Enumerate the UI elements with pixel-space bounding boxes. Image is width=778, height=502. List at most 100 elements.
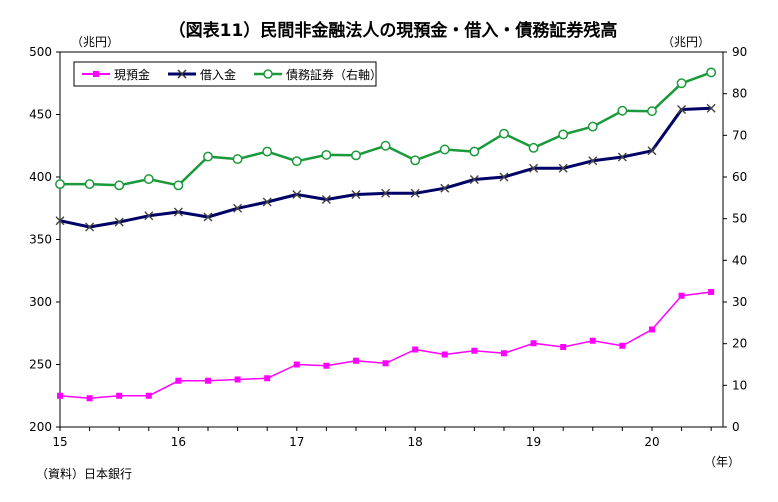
legend-marker-saimu xyxy=(263,69,273,79)
left-axis-unit: （兆円） xyxy=(71,35,119,49)
data-point-saimu xyxy=(143,174,154,185)
data-point-genyokin xyxy=(57,392,63,399)
legend-marker-genyokin xyxy=(93,71,99,77)
right-tick-label: 60 xyxy=(732,170,747,184)
x-tick-label: 20 xyxy=(644,435,659,449)
chart-title: （図表11）民間非金融法人の現預金・借入・債務証券残高 xyxy=(169,20,618,41)
right-tick-label: 80 xyxy=(732,87,747,101)
data-point-genyokin xyxy=(471,347,478,354)
data-point-saimu xyxy=(291,156,302,167)
right-axis: 0 10 20 30 40 50 60 70 80 90 xyxy=(723,45,747,434)
data-point-genyokin xyxy=(382,360,389,367)
data-point-saimu xyxy=(469,146,480,157)
data-point-saimu xyxy=(114,180,125,191)
source-note: （資料）日本銀行 xyxy=(36,467,132,481)
data-point-saimu xyxy=(587,121,598,132)
right-axis-unit: （兆円） xyxy=(662,35,710,49)
legend-label-kariirekin: 借入金 xyxy=(200,67,236,82)
data-point-kariirekin xyxy=(351,190,361,199)
data-point-genyokin xyxy=(560,344,567,350)
right-tick-label: 90 xyxy=(732,45,747,59)
data-point-kariirekin xyxy=(233,203,243,213)
x-tick-label: 18 xyxy=(408,435,423,449)
data-point-genyokin xyxy=(175,377,182,384)
data-point-saimu xyxy=(410,155,421,166)
data-point-genyokin xyxy=(500,350,507,357)
data-point-kariirekin xyxy=(469,175,479,184)
left-tick-label: 250 xyxy=(29,358,52,372)
left-tick-label: 450 xyxy=(29,108,52,122)
data-point-kariirekin xyxy=(499,172,509,182)
right-tick-label: 30 xyxy=(732,295,747,309)
series-layer xyxy=(55,67,717,402)
left-tick-label: 500 xyxy=(29,45,52,59)
x-axis: 15 16 17 18 19 20 xyxy=(52,427,712,449)
right-tick-label: 20 xyxy=(732,337,747,351)
data-point-genyokin xyxy=(204,377,211,384)
data-point-kariirekin xyxy=(529,163,539,173)
data-point-saimu xyxy=(262,146,273,157)
data-point-kariirekin xyxy=(203,212,213,222)
left-tick-label: 200 xyxy=(29,420,52,434)
data-point-kariirekin xyxy=(85,222,95,232)
right-tick-label: 50 xyxy=(732,212,747,226)
right-tick-label: 40 xyxy=(732,253,747,267)
data-point-saimu xyxy=(706,67,717,78)
data-point-kariirekin xyxy=(588,156,598,166)
data-point-genyokin xyxy=(589,337,596,344)
data-point-kariirekin xyxy=(292,190,302,199)
data-point-genyokin xyxy=(86,395,93,402)
right-tick-label: 10 xyxy=(732,378,747,392)
data-point-kariirekin xyxy=(114,217,124,227)
data-point-kariirekin xyxy=(262,197,272,207)
data-point-kariirekin xyxy=(144,211,154,221)
x-tick-label: 15 xyxy=(52,435,67,449)
data-point-genyokin xyxy=(412,346,419,353)
data-point-saimu xyxy=(351,150,361,161)
data-point-saimu xyxy=(439,144,450,155)
data-point-saimu xyxy=(84,179,95,190)
data-point-genyokin xyxy=(648,326,655,333)
data-point-genyokin xyxy=(530,340,537,347)
data-point-kariirekin xyxy=(410,188,420,198)
data-point-saimu xyxy=(499,128,509,139)
data-point-kariirekin xyxy=(321,195,331,204)
data-point-genyokin xyxy=(116,392,123,399)
data-point-kariirekin xyxy=(173,207,183,217)
data-point-kariirekin xyxy=(55,216,65,226)
data-point-genyokin xyxy=(264,375,271,382)
data-point-kariirekin xyxy=(440,183,450,193)
data-point-saimu xyxy=(676,78,687,89)
legend-marker-kariirekin xyxy=(177,69,187,79)
data-point-saimu xyxy=(647,106,657,117)
data-point-saimu xyxy=(528,142,539,153)
left-tick-label: 300 xyxy=(29,295,52,309)
data-point-saimu xyxy=(232,154,243,165)
right-tick-label: 0 xyxy=(732,420,740,434)
data-point-saimu xyxy=(173,180,184,191)
data-point-kariirekin xyxy=(558,163,568,173)
data-point-genyokin xyxy=(293,361,300,368)
data-point-genyokin xyxy=(441,351,448,358)
data-point-kariirekin xyxy=(647,146,657,156)
data-point-genyokin xyxy=(323,362,330,369)
x-tick-label: 19 xyxy=(526,435,541,449)
left-tick-label: 400 xyxy=(29,170,52,184)
data-point-genyokin xyxy=(145,392,152,399)
left-tick-label: 350 xyxy=(29,233,52,247)
legend-box xyxy=(73,61,377,87)
data-point-genyokin xyxy=(619,342,626,349)
legend: 現預金 借入金 債務証券（右軸） xyxy=(73,61,382,87)
plot-area xyxy=(59,51,724,428)
data-point-saimu xyxy=(321,149,332,160)
x-tick-label: 16 xyxy=(171,435,186,449)
data-point-genyokin xyxy=(708,289,715,295)
x-axis-unit: （年） xyxy=(704,455,740,469)
data-point-saimu xyxy=(55,179,65,190)
data-point-saimu xyxy=(558,129,569,140)
data-point-kariirekin xyxy=(677,105,687,114)
data-point-saimu xyxy=(203,151,213,162)
x-tick-label: 17 xyxy=(289,435,304,449)
data-point-genyokin xyxy=(234,376,241,383)
right-tick-label: 70 xyxy=(732,128,747,142)
